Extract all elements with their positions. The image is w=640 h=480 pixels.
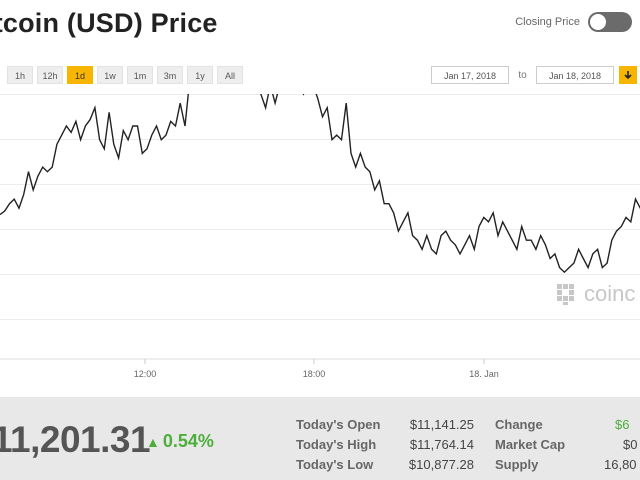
todays-high-label: Today's High bbox=[296, 437, 377, 452]
range-button-all[interactable]: All bbox=[217, 66, 243, 84]
watermark-text: coinc bbox=[584, 281, 635, 306]
coindesk-watermark: coinc bbox=[557, 281, 635, 306]
price-series-line bbox=[0, 94, 640, 274]
change-value: $6 bbox=[615, 417, 630, 432]
coindesk-logo-icon bbox=[557, 284, 574, 305]
x-tick-label: 18. Jan bbox=[469, 369, 499, 379]
range-button-1m[interactable]: 1m bbox=[127, 66, 153, 84]
change-label: Change bbox=[495, 417, 543, 432]
supply-value: 16,80 bbox=[604, 457, 637, 472]
date-to-label: to bbox=[518, 69, 527, 81]
toggle-knob bbox=[590, 14, 606, 30]
todays-high-value: $11,764.14 bbox=[409, 437, 474, 452]
price-change: ▲ 0.54% bbox=[146, 431, 214, 452]
range-button-3m[interactable]: 3m bbox=[157, 66, 183, 84]
closing-price-control: Closing Price bbox=[515, 12, 632, 32]
chart-gridlines bbox=[0, 94, 640, 320]
page-title: itcoin (USD) Price bbox=[0, 8, 218, 38]
todays-open-value: $11,141.25 bbox=[409, 417, 474, 432]
x-axis-ticks: 12:00 18:00 18. Jan bbox=[134, 359, 499, 379]
x-tick-label: 12:00 bbox=[134, 369, 157, 379]
date-to-input[interactable]: Jan 18, 2018 bbox=[536, 66, 614, 84]
date-from-input[interactable]: Jan 17, 2018 bbox=[431, 66, 509, 84]
change-percent: 0.54% bbox=[162, 431, 214, 451]
time-range-selector: 1h 12h 1d 1w 1m 3m 1y All bbox=[7, 66, 243, 84]
price-chart: coinc 12:00 18:00 18. Jan bbox=[0, 94, 640, 379]
date-range: Jan 17, 2018 to Jan 18, 2018 bbox=[431, 66, 637, 84]
range-button-1d[interactable]: 1d bbox=[67, 66, 93, 84]
download-button[interactable] bbox=[619, 66, 637, 84]
closing-price-label: Closing Price bbox=[515, 16, 580, 28]
stats-panel: 11,201.31 ▲ 0.54% Today's Open $11,141.25… bbox=[0, 397, 640, 480]
closing-price-toggle[interactable] bbox=[588, 12, 632, 32]
range-button-1h[interactable]: 1h bbox=[7, 66, 33, 84]
todays-low-value: $10,877.28 bbox=[408, 457, 474, 472]
range-button-1y[interactable]: 1y bbox=[187, 66, 213, 84]
current-price: 11,201.31 bbox=[0, 419, 151, 460]
todays-low-label: Today's Low bbox=[296, 457, 374, 472]
market-cap-value: $0 bbox=[623, 437, 638, 452]
range-button-12h[interactable]: 12h bbox=[37, 66, 63, 84]
market-cap-label: Market Cap bbox=[495, 437, 566, 452]
supply-label: Supply bbox=[495, 457, 539, 472]
todays-open-label: Today's Open bbox=[296, 417, 381, 432]
download-icon bbox=[624, 71, 632, 80]
range-button-1w[interactable]: 1w bbox=[97, 66, 123, 84]
x-tick-label: 18:00 bbox=[303, 369, 326, 379]
up-arrow-icon: ▲ bbox=[146, 434, 160, 450]
